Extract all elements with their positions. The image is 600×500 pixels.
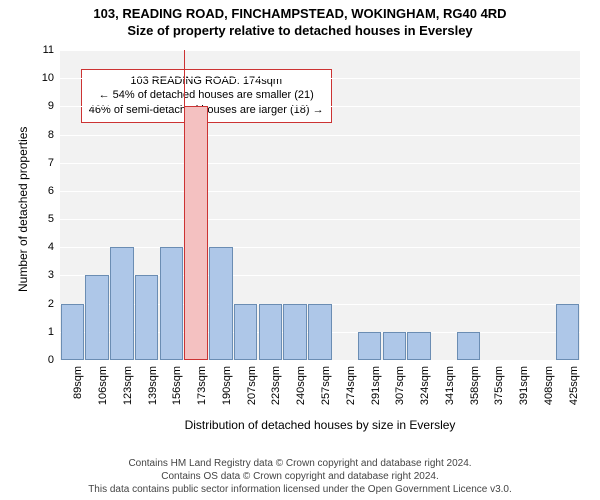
bar — [160, 247, 184, 360]
bar — [358, 332, 382, 360]
bar — [308, 304, 332, 360]
y-tick-label: 10 — [42, 72, 60, 84]
y-tick-label: 0 — [48, 354, 60, 366]
x-tick-label: 391sqm — [518, 366, 530, 405]
property-size-chart: 103, READING ROAD, FINCHAMPSTEAD, WOKING… — [0, 0, 600, 500]
x-tick-label: 358sqm — [469, 366, 481, 405]
x-tick-label: 173sqm — [196, 366, 208, 405]
x-tick-label: 307sqm — [394, 366, 406, 405]
bar — [209, 247, 233, 360]
bar — [556, 304, 580, 360]
y-tick-label: 7 — [48, 157, 60, 169]
grid-line — [60, 360, 580, 361]
y-tick-label: 9 — [48, 100, 60, 112]
y-tick-label: 6 — [48, 185, 60, 197]
plot-area: 103 READING ROAD: 174sqm ← 54% of detach… — [60, 50, 580, 360]
grid-line — [60, 50, 580, 51]
grid-line — [60, 106, 580, 107]
footer: Contains HM Land Registry data © Crown c… — [0, 457, 600, 496]
grid-line — [60, 247, 580, 248]
x-tick-label: 223sqm — [270, 366, 282, 405]
x-tick-label: 123sqm — [122, 366, 134, 405]
footer-line-3: This data contains public sector informa… — [0, 483, 600, 496]
bar — [383, 332, 407, 360]
x-tick-label: 139sqm — [147, 366, 159, 405]
y-tick-label: 8 — [48, 129, 60, 141]
grid-line — [60, 191, 580, 192]
bar — [85, 275, 109, 360]
x-tick-label: 240sqm — [295, 366, 307, 405]
bar — [457, 332, 481, 360]
bar — [259, 304, 283, 360]
bar — [234, 304, 258, 360]
footer-line-1: Contains HM Land Registry data © Crown c… — [0, 457, 600, 470]
x-tick-label: 291sqm — [370, 366, 382, 405]
grid-line — [60, 135, 580, 136]
x-tick-label: 190sqm — [221, 366, 233, 405]
x-tick-label: 207sqm — [246, 366, 258, 405]
annotation-line-1: 103 READING ROAD: 174sqm — [89, 74, 324, 89]
bar — [407, 332, 431, 360]
footer-line-2: Contains OS data © Crown copyright and d… — [0, 470, 600, 483]
highlight-line — [184, 50, 185, 360]
grid-line — [60, 78, 580, 79]
title-line-2: Size of property relative to detached ho… — [0, 23, 600, 40]
annotation-line-2: ← 54% of detached houses are smaller (21… — [89, 88, 324, 103]
y-tick-label: 3 — [48, 269, 60, 281]
y-tick-label: 2 — [48, 298, 60, 310]
x-tick-label: 89sqm — [72, 366, 84, 399]
x-tick-label: 425sqm — [568, 366, 580, 405]
x-tick-label: 106sqm — [97, 366, 109, 405]
bar-highlight — [184, 106, 208, 360]
x-tick-label: 274sqm — [345, 366, 357, 405]
bar — [135, 275, 159, 360]
x-axis-label: Distribution of detached houses by size … — [60, 418, 580, 432]
y-tick-label: 1 — [48, 326, 60, 338]
title-line-1: 103, READING ROAD, FINCHAMPSTEAD, WOKING… — [0, 6, 600, 23]
grid-line — [60, 163, 580, 164]
y-tick-label: 11 — [43, 44, 60, 56]
grid-line — [60, 219, 580, 220]
chart-title: 103, READING ROAD, FINCHAMPSTEAD, WOKING… — [0, 0, 600, 40]
x-tick-label: 156sqm — [171, 366, 183, 405]
x-tick-label: 341sqm — [444, 366, 456, 405]
y-tick-label: 4 — [48, 241, 60, 253]
y-tick-label: 5 — [48, 213, 60, 225]
x-tick-label: 375sqm — [493, 366, 505, 405]
bar — [61, 304, 85, 360]
x-tick-label: 324sqm — [419, 366, 431, 405]
y-axis-label: Number of detached properties — [16, 126, 30, 291]
bar — [110, 247, 134, 360]
x-tick-label: 257sqm — [320, 366, 332, 405]
bar — [283, 304, 307, 360]
x-tick-label: 408sqm — [543, 366, 555, 405]
